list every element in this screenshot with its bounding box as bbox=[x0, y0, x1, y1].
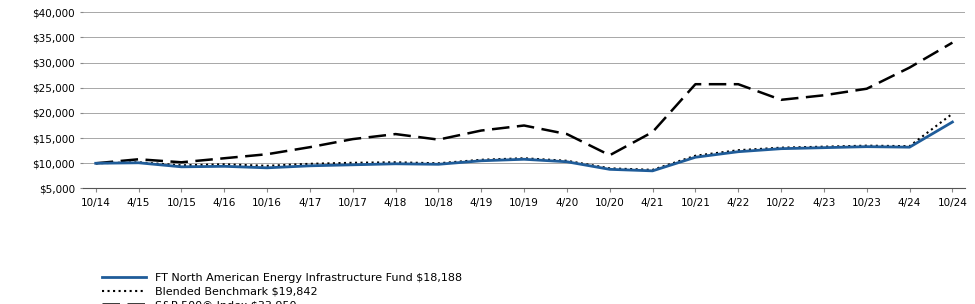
Legend: FT North American Energy Infrastructure Fund $18,188, Blended Benchmark $19,842,: FT North American Energy Infrastructure … bbox=[98, 268, 467, 304]
